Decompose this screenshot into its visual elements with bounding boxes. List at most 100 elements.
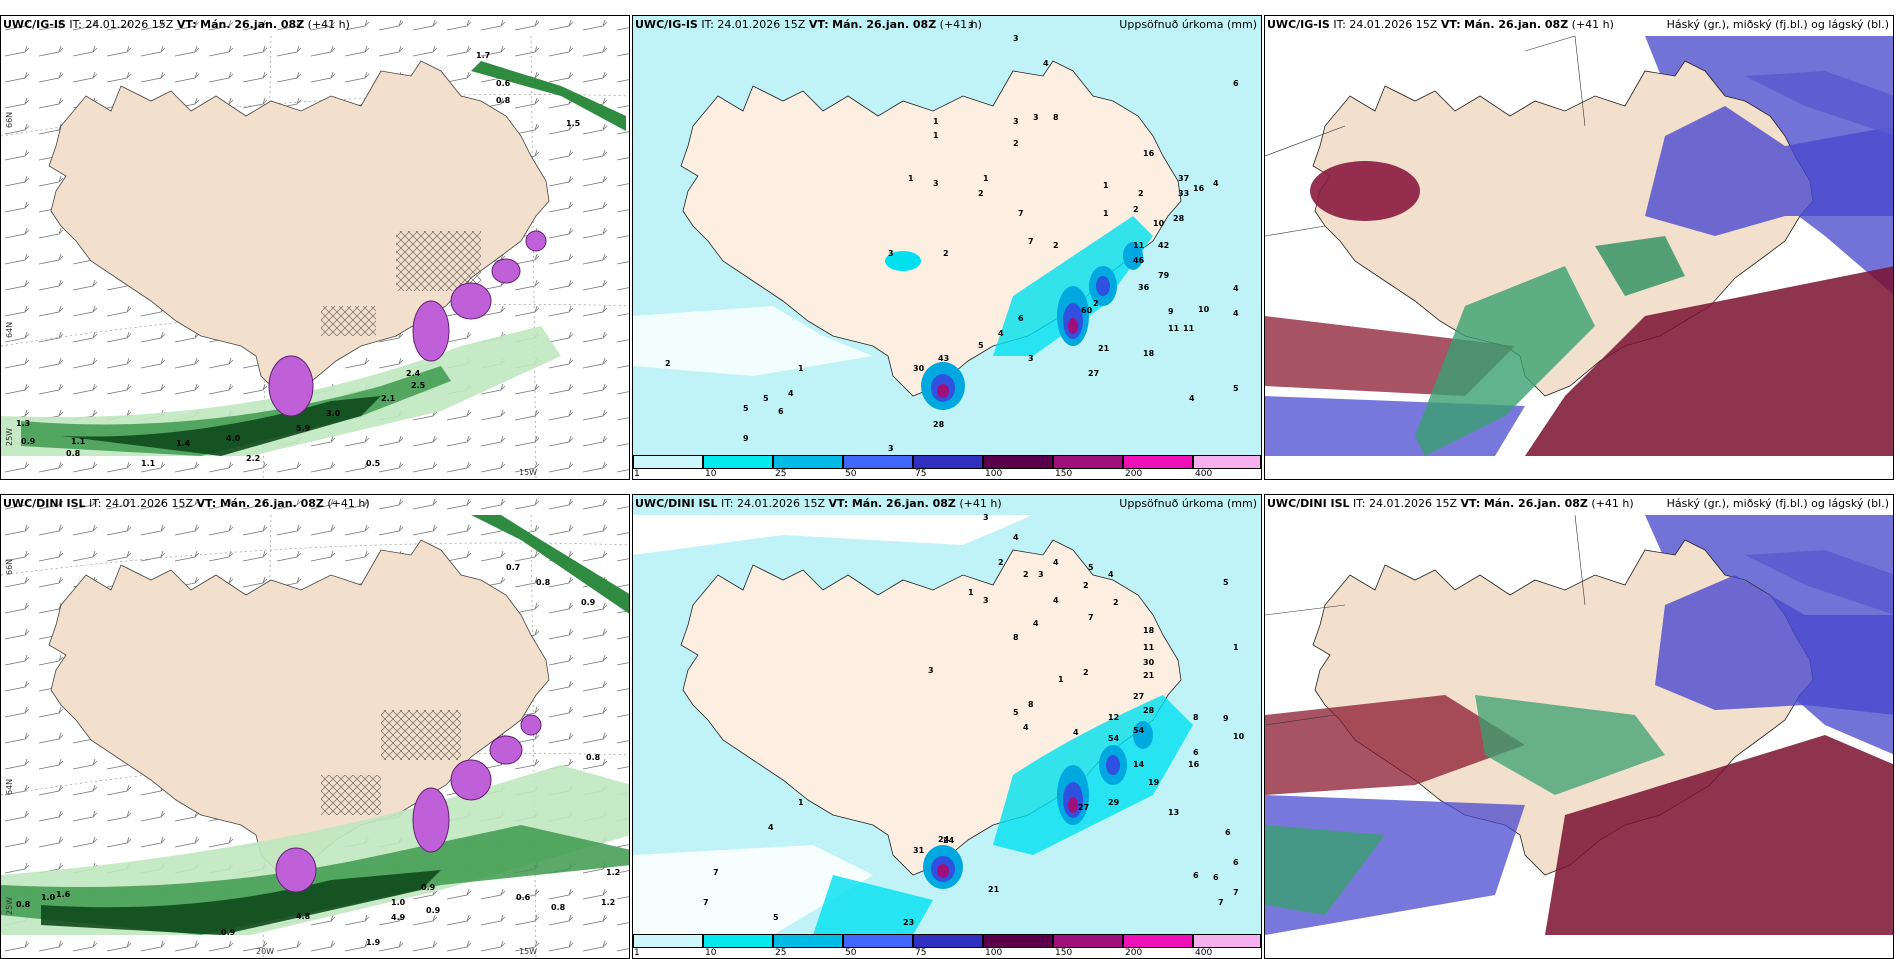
svg-text:4: 4 xyxy=(788,389,794,398)
svg-text:79: 79 xyxy=(1158,271,1170,280)
valid-time: Mán. 26.jan. 08Z xyxy=(851,497,956,510)
precip-field xyxy=(813,695,1193,935)
svg-text:5: 5 xyxy=(773,913,779,922)
lat-label: 66N xyxy=(5,558,14,575)
svg-text:6: 6 xyxy=(1018,314,1024,323)
init-time: IT: 24.01.2026 15Z xyxy=(1353,497,1458,510)
colorbar-segment xyxy=(843,934,913,948)
svg-text:4: 4 xyxy=(1073,728,1079,737)
colorbar-segment xyxy=(633,455,703,469)
colorbar-label: 10 xyxy=(705,469,717,479)
svg-text:8: 8 xyxy=(1053,113,1059,122)
panel-ig-cloud: UWC/IG-IS IT: 24.01.2026 15Z VT: Mán. 26… xyxy=(1264,15,1894,480)
glacier-hatch xyxy=(381,710,461,760)
init-time: IT: 24.01.2026 15Z xyxy=(69,18,174,31)
colorbar-segment xyxy=(633,934,703,948)
svg-text:16: 16 xyxy=(1188,760,1200,769)
svg-text:1: 1 xyxy=(908,174,914,183)
svg-text:0.8: 0.8 xyxy=(16,900,31,909)
svg-text:2: 2 xyxy=(665,359,671,368)
svg-text:4.8: 4.8 xyxy=(296,912,311,921)
svg-text:3: 3 xyxy=(1013,34,1019,43)
valid-time: Mán. 26.jan. 08Z xyxy=(219,497,324,510)
colorbar-segment xyxy=(1193,934,1261,948)
svg-text:1: 1 xyxy=(968,588,974,597)
svg-text:1.6: 1.6 xyxy=(56,890,71,899)
svg-text:2: 2 xyxy=(1093,299,1099,308)
svg-text:5: 5 xyxy=(1233,384,1239,393)
svg-text:7: 7 xyxy=(1218,898,1224,907)
svg-text:37: 37 xyxy=(1178,174,1189,183)
svg-text:1: 1 xyxy=(798,798,804,807)
panel-title: Uppsöfnuð úrkoma (mm) xyxy=(1119,497,1257,510)
colorbar-segment xyxy=(773,455,843,469)
valid-time-label: VT: xyxy=(1440,18,1461,31)
svg-text:5: 5 xyxy=(763,394,769,403)
svg-text:21: 21 xyxy=(1143,671,1155,680)
panel-header: UWC/IG-IS IT: 24.01.2026 15Z VT: Mán. 26… xyxy=(1267,18,1891,36)
svg-text:5.9: 5.9 xyxy=(296,424,311,433)
svg-text:1.5: 1.5 xyxy=(566,119,581,128)
valid-time-label: VT: xyxy=(808,18,829,31)
svg-text:3: 3 xyxy=(888,444,894,453)
svg-text:0.9: 0.9 xyxy=(421,883,436,892)
map-boundaries xyxy=(1265,514,1586,726)
colorbar-label: 1 xyxy=(634,469,640,479)
svg-text:1: 1 xyxy=(1103,181,1109,190)
wind-speed-labels: 0.6 0.8 1.3 0.9 0.8 1.1 1.4 1.1 4.0 5.9 … xyxy=(16,51,581,468)
svg-text:54: 54 xyxy=(1133,726,1145,735)
svg-text:1: 1 xyxy=(798,364,804,373)
svg-text:19: 19 xyxy=(1148,778,1160,787)
colorbar-segment xyxy=(1053,455,1123,469)
panel-ig-precip: UWC/IG-IS IT: 24.01.2026 15Z VT: Mán. 26… xyxy=(632,15,1262,480)
valid-time: Mán. 26.jan. 08Z xyxy=(832,18,937,31)
lead-time: (+41 h) xyxy=(307,18,350,31)
svg-text:10: 10 xyxy=(1233,732,1245,741)
svg-text:1: 1 xyxy=(933,117,939,126)
panel-header: UWC/DINI ISL IT: 24.01.2026 15Z VT: Mán.… xyxy=(1267,497,1891,515)
colorbar-segment xyxy=(1123,455,1193,469)
svg-text:28: 28 xyxy=(933,420,945,429)
svg-text:2: 2 xyxy=(943,249,949,258)
model-name: UWC/DINI ISL xyxy=(1267,497,1350,510)
svg-text:43: 43 xyxy=(938,354,949,363)
lead-time: (+41 h) xyxy=(327,497,370,510)
svg-text:1: 1 xyxy=(1103,209,1109,218)
lon-label: 15W xyxy=(519,947,538,956)
svg-text:5: 5 xyxy=(1223,578,1229,587)
cloud-map xyxy=(1265,495,1893,958)
svg-text:30: 30 xyxy=(1143,658,1155,667)
valid-time-label: VT: xyxy=(196,497,217,510)
colorbar-label: 400 xyxy=(1195,469,1213,479)
valid-time: Mán. 26.jan. 08Z xyxy=(200,18,305,31)
svg-text:2: 2 xyxy=(1083,668,1089,677)
model-name: UWC/IG-IS xyxy=(635,18,698,31)
svg-text:18: 18 xyxy=(1143,626,1155,635)
colorbar-label: 200 xyxy=(1125,469,1143,479)
svg-text:10: 10 xyxy=(1198,305,1210,314)
svg-text:4: 4 xyxy=(1043,59,1049,68)
model-name: UWC/IG-IS xyxy=(1267,18,1330,31)
svg-text:46: 46 xyxy=(1133,256,1145,265)
map-boundaries xyxy=(1265,35,1586,237)
svg-text:3: 3 xyxy=(1028,354,1034,363)
svg-text:1.2: 1.2 xyxy=(601,898,615,907)
init-time: IT: 24.01.2026 15Z xyxy=(701,18,806,31)
glacier-hatch xyxy=(321,775,381,815)
convective-purple xyxy=(268,230,547,417)
svg-text:10: 10 xyxy=(1153,219,1165,228)
svg-text:2: 2 xyxy=(1023,570,1029,579)
colorbar-label: 75 xyxy=(915,469,927,479)
svg-text:11: 11 xyxy=(1143,643,1155,652)
svg-text:5: 5 xyxy=(978,341,984,350)
panel-title: Háský (gr.), miðský (fj.bl.) og lágský (… xyxy=(1666,18,1889,31)
svg-text:3: 3 xyxy=(888,249,894,258)
svg-text:7: 7 xyxy=(713,868,719,877)
convective-purple xyxy=(275,714,542,893)
svg-text:30: 30 xyxy=(913,364,925,373)
svg-text:6: 6 xyxy=(1193,748,1199,757)
svg-text:1.0: 1.0 xyxy=(391,898,406,907)
precip-colorbar: 1 10 25 50 75 100 150 200 400 xyxy=(633,455,1261,479)
svg-text:27: 27 xyxy=(1088,369,1099,378)
svg-text:3: 3 xyxy=(928,666,934,675)
